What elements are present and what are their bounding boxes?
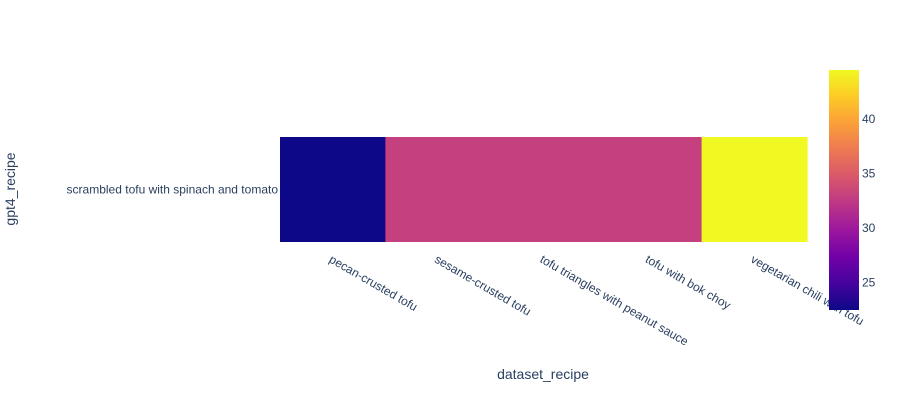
heatmap-cell — [701, 137, 808, 242]
colorbar — [829, 70, 859, 310]
x-tick-label: pecan-crusted tofu — [327, 252, 420, 314]
colorbar-tick-label: 25 — [862, 276, 876, 290]
x-tick-label: tofu with bok choy — [643, 252, 733, 312]
y-tick-label: scrambled tofu with spinach and tomato — [67, 183, 279, 197]
heatmap-cells — [280, 137, 808, 242]
heatmap-cell — [490, 137, 597, 242]
x-tick-label: sesame-crusted tofu — [432, 252, 533, 318]
colorbar-tick-label: 30 — [862, 221, 876, 235]
heatmap-cell — [280, 137, 386, 242]
y-axis-title: gpt4_recipe — [2, 152, 18, 225]
heatmap-cell — [596, 137, 703, 242]
heatmap-cell — [385, 137, 492, 242]
colorbar-tick-label: 40 — [862, 112, 876, 126]
y-tick-labels: scrambled tofu with spinach and tomato — [67, 183, 279, 197]
x-axis-title: dataset_recipe — [497, 366, 589, 382]
x-tick-labels: pecan-crusted tofu sesame-crusted tofu tof… — [327, 252, 867, 349]
colorbar-tick-label: 35 — [862, 167, 876, 181]
colorbar-tick-labels: 25 30 35 40 — [862, 112, 876, 290]
